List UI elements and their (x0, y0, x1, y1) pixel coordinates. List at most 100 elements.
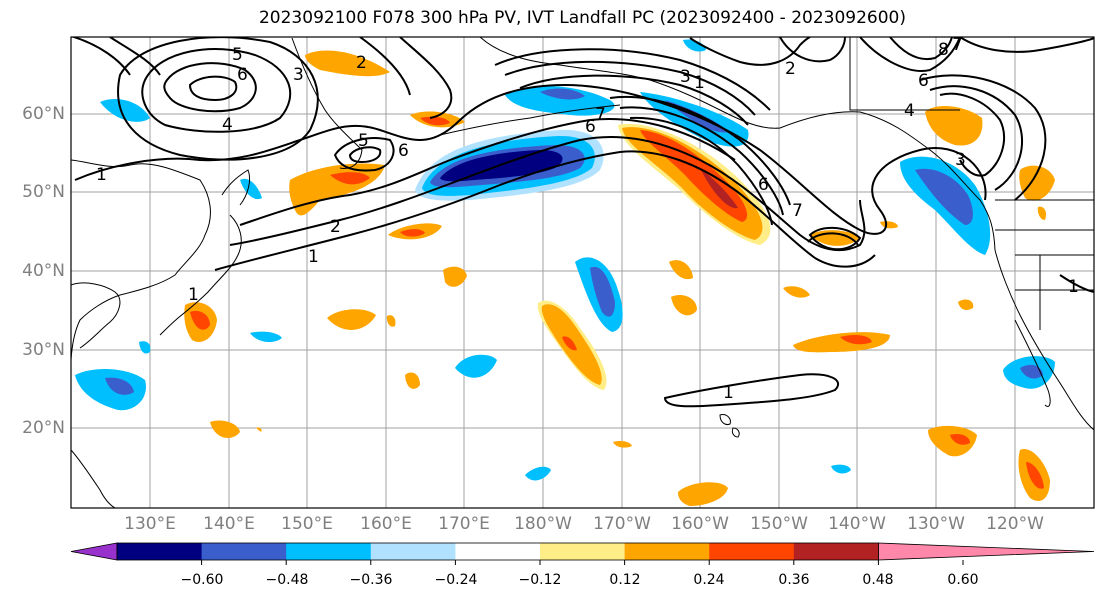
map-area: 5 6 4 1 2 3 5 6 1 2 1 7 6 3 1 2 8 7 6 4 … (71, 35, 1094, 508)
pos-small (210, 420, 240, 438)
colorbar-segment (540, 543, 626, 560)
pv-contour (889, 37, 953, 60)
hawaii (719, 414, 740, 438)
neg-small (525, 466, 551, 481)
pv-contour (689, 37, 811, 66)
lat-label: 30°N (22, 340, 65, 360)
pv-contours (71, 37, 1094, 408)
contour-label: 7 (595, 105, 606, 125)
pos-small (443, 266, 467, 287)
colorbar-tick-label: −0.24 (434, 572, 478, 588)
neg-small (831, 464, 851, 474)
lon-label: 150°E (281, 514, 333, 534)
lat-label: 60°N (22, 104, 65, 124)
contour-label: 2 (330, 217, 341, 237)
pv-contour (359, 37, 411, 96)
pos-small (327, 309, 376, 330)
contour-label: 5 (232, 45, 243, 65)
pv-contour (929, 85, 1024, 191)
pos-small (880, 221, 898, 229)
lon-label: 130°W (907, 514, 965, 534)
pos-hawaii-ne (840, 334, 872, 345)
contour-label: 7 (952, 35, 963, 55)
pos-mexico (950, 433, 970, 445)
contour-label: 1 (96, 165, 107, 185)
contour-label: 1 (723, 383, 734, 403)
pv-contour (117, 37, 319, 161)
contour-label: 2 (785, 59, 796, 79)
contour-label: 7 (792, 201, 803, 221)
neg-upper (540, 88, 585, 100)
pv-contour (163, 62, 257, 113)
neg-coast (915, 168, 973, 225)
neg-upper (505, 85, 615, 116)
colorbar-tick-label: 0.48 (862, 572, 894, 588)
lon-label: 180°W (514, 514, 572, 534)
contour-labels: 5 6 4 1 2 3 5 6 1 2 1 7 6 3 1 2 8 7 6 4 … (96, 35, 1079, 403)
colorbar-tick-label: −0.60 (180, 572, 224, 588)
pv-contour (348, 146, 382, 164)
neg-alaska (100, 98, 150, 122)
baja (1014, 319, 1051, 407)
neg-kamchatka-sea (240, 178, 262, 200)
pos-diagonal-core (640, 130, 748, 222)
pos-hawaii-ne (793, 332, 890, 353)
pv-contour (399, 37, 453, 119)
pv-contour (629, 116, 773, 226)
contour-label: 4 (222, 115, 233, 135)
contour-label: 2 (356, 53, 367, 73)
lon-label: 120°W (986, 514, 1044, 534)
neg-baja (1020, 364, 1043, 379)
pos-bering (420, 116, 450, 126)
contour-label: 5 (358, 131, 369, 151)
west-coast-na (994, 249, 1094, 431)
colorbar-extend-max (878, 542, 1095, 561)
pos-mexico (1026, 462, 1044, 489)
pos-small (669, 260, 693, 280)
pos-small (671, 294, 697, 316)
pos-small (190, 310, 210, 330)
contour-label: 6 (918, 71, 929, 91)
pv-contour (808, 226, 862, 251)
pv-contour (619, 106, 784, 216)
pv-contour (807, 232, 859, 246)
contour-label: 6 (398, 141, 409, 161)
pos-mid-pacific (562, 336, 577, 351)
pos-canada (1019, 165, 1055, 201)
canada-border (849, 37, 960, 111)
colorbar-segment (201, 543, 287, 560)
asia-coast (71, 159, 211, 361)
philippines (71, 449, 116, 508)
colorbar-tick-label: −0.48 (265, 572, 309, 588)
kamchatka (291, 37, 363, 169)
lon-label: 150°W (750, 514, 808, 534)
pv-contour (959, 37, 1094, 53)
pv-contour (504, 60, 756, 116)
lon-label: 160°W (671, 514, 729, 534)
colorbar-tick-label: 0.36 (778, 572, 810, 588)
pos-small (405, 372, 420, 389)
contour-label: 6 (758, 175, 769, 195)
map-frame (70, 36, 1095, 509)
neg-small (683, 39, 706, 52)
lat-label: 50°N (22, 182, 65, 202)
japan (221, 169, 251, 206)
colorbar-outline (116, 542, 879, 561)
contour-label: 1 (188, 285, 199, 305)
pos-small (613, 441, 632, 448)
pv-contour (214, 150, 876, 271)
pv-contour (1059, 274, 1094, 293)
pos-small (958, 299, 974, 310)
pos-small (400, 229, 425, 237)
lon-label: 140°W (828, 514, 886, 534)
colorbar-tick-label: 0.60 (947, 572, 979, 588)
pv-contour (519, 74, 749, 126)
pv-contour (239, 118, 736, 226)
korea-china-coast (71, 282, 121, 349)
lat-label: 40°N (22, 261, 65, 281)
colorbar-tick-label: 0.24 (693, 572, 725, 588)
colorbar-extend-min (70, 542, 118, 561)
pv-contour (188, 75, 238, 102)
alaska-coast (479, 37, 996, 251)
